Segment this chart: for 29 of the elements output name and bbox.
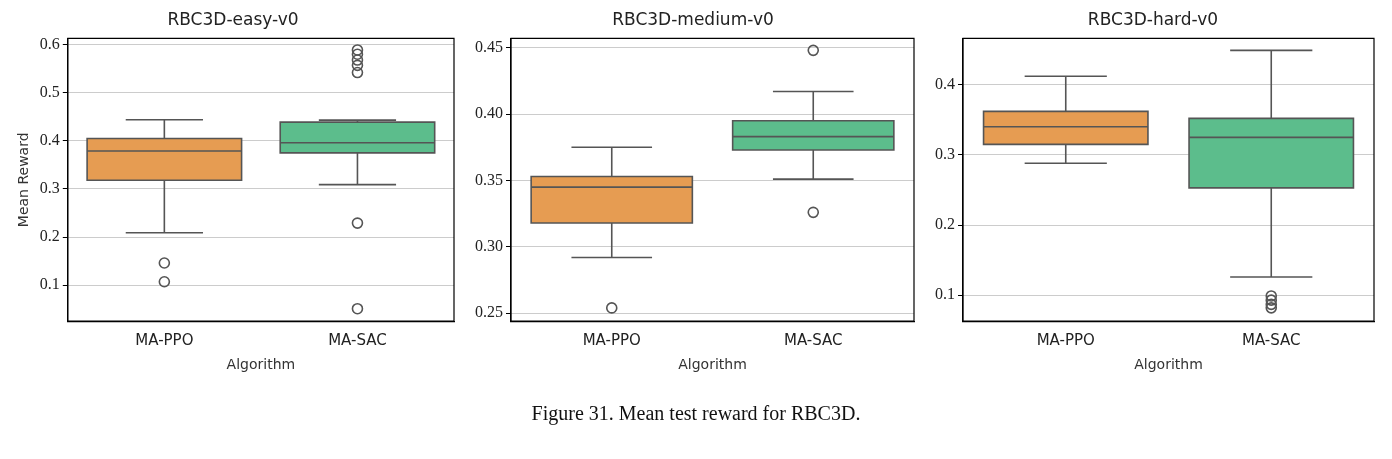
x-tick-label: MA-PPO bbox=[1036, 331, 1095, 350]
x-axis-title: Algorithm bbox=[678, 356, 747, 373]
x-axis-title: Algorithm bbox=[226, 356, 296, 373]
y-tick-label: 0.4 bbox=[39, 131, 60, 149]
y-tick-label: 0.45 bbox=[475, 37, 503, 55]
y-tick-label: 0.3 bbox=[935, 145, 955, 163]
x-tick-label: MA-PPO bbox=[582, 331, 641, 350]
chart-title: RBC3D-hard-v0 bbox=[1087, 8, 1219, 29]
y-tick-label: 0.1 bbox=[39, 275, 60, 293]
x-tick-label: MA-SAC bbox=[328, 331, 387, 350]
caption: Figure 31. Mean test reward for RBC3D. bbox=[530, 402, 862, 425]
y-tick-label: 0.40 bbox=[475, 104, 503, 122]
y-tick-label: 0.2 bbox=[935, 215, 955, 233]
chart-title: RBC3D-medium-v0 bbox=[612, 8, 774, 29]
x-tick-label: MA-PPO bbox=[135, 331, 194, 350]
x-axis-title: Algorithm bbox=[1134, 356, 1203, 373]
y-tick-label: 0.30 bbox=[475, 237, 503, 255]
y-tick-label: 0.1 bbox=[935, 285, 955, 303]
y-tick-label: 0.2 bbox=[39, 227, 60, 245]
y-axis-title: Mean Reward bbox=[15, 132, 32, 228]
y-tick-label: 0.25 bbox=[475, 303, 503, 321]
y-tick-label: 0.35 bbox=[475, 170, 503, 188]
y-tick-label: 0.4 bbox=[935, 74, 955, 92]
y-tick-label: 0.3 bbox=[39, 179, 60, 197]
y-tick-label: 0.6 bbox=[39, 34, 60, 52]
x-tick-label: MA-SAC bbox=[783, 331, 843, 350]
x-tick-label: MA-SAC bbox=[1241, 331, 1301, 350]
chart-title: RBC3D-easy-v0 bbox=[167, 8, 299, 29]
y-tick-label: 0.5 bbox=[39, 82, 60, 100]
